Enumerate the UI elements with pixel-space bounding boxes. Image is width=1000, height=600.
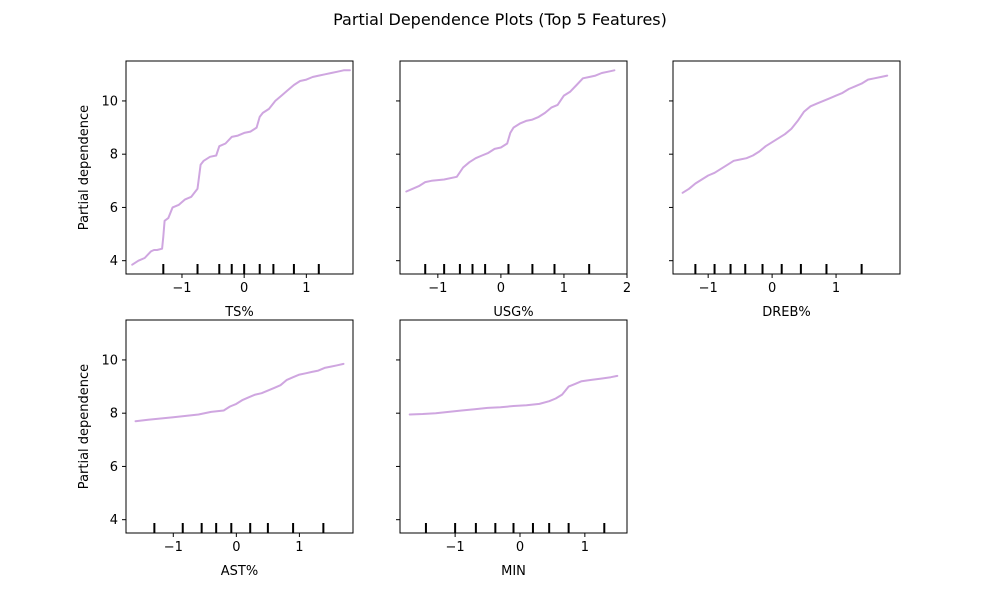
y-axis-label: Partial dependence <box>77 105 92 230</box>
pd-series-line <box>134 362 345 423</box>
x-tick-label: 0 <box>232 540 240 555</box>
x-tick-label: 1 <box>560 281 568 296</box>
x-tick-label: −1 <box>428 281 447 296</box>
x-tick-label: 0 <box>497 281 505 296</box>
y-tick-label: 8 <box>110 407 118 422</box>
axes-frame <box>399 60 628 275</box>
pd-series-line <box>405 69 616 193</box>
subplot-min: −1 0 1 MIN <box>396 319 628 579</box>
x-axis-label: TS% <box>224 305 254 320</box>
x-axis-label: AST% <box>221 564 258 579</box>
x-tick-label: 0 <box>768 281 776 296</box>
y-axis-label: Partial dependence <box>77 364 92 489</box>
pd-series-line <box>131 69 351 266</box>
x-tick-label: 0 <box>516 540 524 555</box>
y-tick-label: 10 <box>101 353 118 368</box>
y-tick-label: 10 <box>101 94 118 109</box>
x-axis-label: DREB% <box>762 305 811 320</box>
x-tick-label: −1 <box>699 281 718 296</box>
y-tick-label: 4 <box>110 254 118 269</box>
figure-title: Partial Dependence Plots (Top 5 Features… <box>333 10 667 29</box>
pd-series-line <box>681 74 889 194</box>
pd-series-line <box>408 374 619 416</box>
x-tick-label: 1 <box>832 281 840 296</box>
x-tick-label: −1 <box>446 540 465 555</box>
subplot-ast: −1 0 1 4 6 8 10 AST% Partial dependence <box>77 319 354 579</box>
x-tick-label: 1 <box>295 540 303 555</box>
x-axis-label: USG% <box>493 305 533 320</box>
subplot-ts: −1 0 1 4 6 8 10 TS% Partial dependence <box>77 60 354 320</box>
y-tick-label: 4 <box>110 513 118 528</box>
x-tick-label: −1 <box>172 281 191 296</box>
axes-frame <box>399 319 628 534</box>
subplot-usg: −1 0 1 2 USG% <box>396 60 631 320</box>
x-tick-label: 2 <box>623 281 631 296</box>
x-axis-label: MIN <box>501 564 526 579</box>
axes-frame <box>125 319 354 534</box>
axes-frame <box>125 60 354 275</box>
x-tick-label: 0 <box>240 281 248 296</box>
y-tick-label: 6 <box>110 460 118 475</box>
y-tick-label: 6 <box>110 201 118 216</box>
y-tick-label: 8 <box>110 148 118 163</box>
x-tick-label: 1 <box>302 281 310 296</box>
subplot-dreb: −1 0 1 DREB% <box>669 60 901 320</box>
x-tick-label: −1 <box>164 540 183 555</box>
x-tick-label: 1 <box>581 540 589 555</box>
axes-frame <box>672 60 901 275</box>
